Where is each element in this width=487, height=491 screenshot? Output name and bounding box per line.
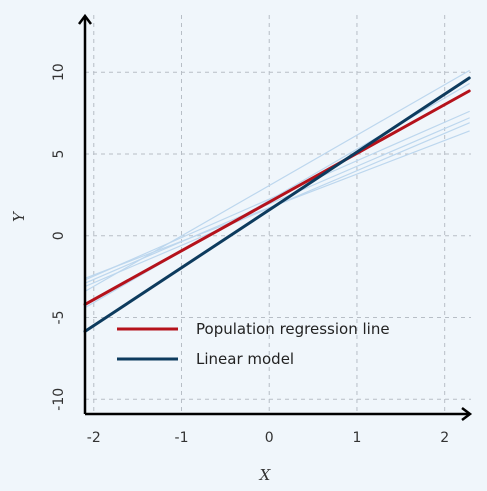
x-tick-label: 2 [440, 430, 449, 446]
legend-label: Linear model [196, 350, 294, 368]
axes [78, 13, 473, 421]
x-tick-label: -2 [87, 430, 101, 446]
y-axis-arrow [78, 13, 92, 25]
x-axis-arrow [461, 407, 473, 421]
y-axis-title: Y [10, 210, 28, 222]
sample-line [84, 117, 470, 284]
y-tick-label: -5 [51, 311, 67, 325]
series-lines [83, 70, 471, 333]
y-tick-label: 5 [51, 150, 67, 159]
x-tick-label: 0 [265, 430, 274, 446]
y-tick-label: 0 [51, 231, 67, 240]
series-line-population-regression-line [83, 89, 471, 306]
x-tick-label: 1 [352, 430, 361, 446]
x-tick-label: -1 [175, 430, 189, 446]
y-tick-label: 10 [51, 63, 67, 81]
x-axis-title: X [259, 466, 272, 484]
grid-lines [85, 15, 471, 414]
legend-label: Population regression line [196, 320, 390, 338]
legend: Population regression line Linear model [117, 320, 390, 368]
series-line-linear-model [83, 76, 471, 333]
sample-line [84, 70, 470, 292]
y-tick-label: -10 [51, 388, 67, 411]
